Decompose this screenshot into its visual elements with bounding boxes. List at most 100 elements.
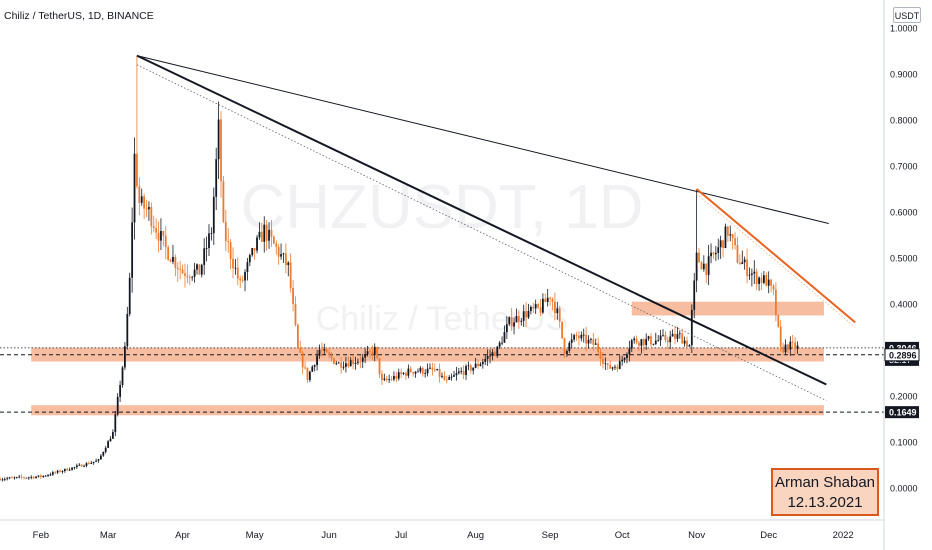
candle-body [486,356,489,359]
currency-button[interactable]: USDT [893,7,921,23]
candle-body [229,242,232,259]
candle-body [707,256,710,275]
price-axis[interactable]: 1.0000 0.9000 0.8000 0.7000 0.6000 0.5000 0.40… [883,0,920,550]
candle-body [357,361,359,363]
candle-body [191,276,194,278]
candle-body [429,367,431,369]
y-tick-label: 1.0000 [890,24,918,34]
y-tick-label: 0.7000 [890,162,918,172]
candle-body [78,464,81,466]
candle-body [544,298,547,302]
support-zone[interactable] [31,405,824,416]
candle-body [479,364,482,366]
candle-body [489,355,491,357]
candle-body [686,340,688,347]
x-tick-label: Feb [33,530,49,541]
candle-body [124,346,126,368]
x-tick-label: Nov [688,530,705,541]
candle-body [138,186,141,203]
candle-body [373,346,376,356]
time-axis[interactable]: Feb Mar Apr May Jun Jul Aug Sep Oct Nov Dec 2022 [0,519,884,541]
candle-body [621,359,624,362]
candle-body [119,384,122,397]
candle-body [424,373,427,374]
candle-body [597,343,600,352]
candle-body [145,208,148,210]
candle-body [409,368,412,372]
candle-body [628,348,631,355]
candle-body [760,277,763,283]
candle-body [366,351,369,355]
candle-body [474,363,477,368]
candle-body [517,315,520,322]
x-tick-label: Jul [395,530,407,541]
candle-body [99,455,102,460]
candle-body [700,262,703,270]
candle-body [642,339,645,346]
candle-body [508,317,511,325]
candle-body [335,363,338,365]
candle-body [748,274,751,276]
candle-body [614,366,616,368]
candle-body [698,252,700,263]
candle-body [635,338,638,343]
candle-body [304,367,306,369]
candle-body [400,372,403,374]
candle-body [342,366,345,368]
x-tick-label: Jun [321,530,336,541]
candle-body [796,345,799,349]
candle-body [385,378,388,380]
trendline-upper[interactable] [136,55,829,224]
candle-body [253,248,256,251]
candle-body [510,317,513,327]
candle-body [184,273,186,276]
trendline-orange[interactable] [695,188,856,324]
candle-body [25,477,28,479]
candle-body [133,153,136,223]
candle-body [457,371,460,374]
candle-body [42,475,45,477]
candle-body [35,476,37,479]
candle-body [746,259,748,276]
candle-body [361,357,364,362]
candle-body [383,378,386,380]
candle-body [450,376,453,378]
support-zone[interactable] [631,301,824,316]
candle-body [438,369,441,377]
candle-body [270,229,273,237]
candle-body [210,233,213,234]
trendlines[interactable] [136,54,856,401]
candle-body [381,373,383,380]
candle-body [532,306,535,309]
candle-body [296,324,299,348]
candle-body [683,340,686,344]
trendline-main[interactable] [136,54,827,386]
candle-body [731,234,734,239]
candle-body [563,338,566,354]
candle-body [107,441,109,448]
candle-body [666,340,669,343]
candle-body [11,477,13,479]
candle-body [241,280,244,282]
candle-body [537,304,539,308]
candle-body [83,465,85,467]
candle-body [333,358,335,364]
trendline-orange-dotted[interactable] [696,193,856,328]
candle-body [712,252,715,255]
candle-body [750,273,753,275]
candle-body [174,256,177,268]
candle-body [292,287,294,305]
candle-body [578,335,580,339]
candle-body [349,360,352,367]
candle-body [503,332,506,343]
candle-body [767,279,770,286]
candle-body [421,367,424,374]
candle-body [604,363,607,365]
price-level-badge [884,348,920,362]
candle-body [455,373,458,376]
x-tick-label: Oct [615,530,630,541]
candle-body [227,241,230,243]
candle-body [477,363,479,366]
x-tick-label: Mar [100,530,116,541]
